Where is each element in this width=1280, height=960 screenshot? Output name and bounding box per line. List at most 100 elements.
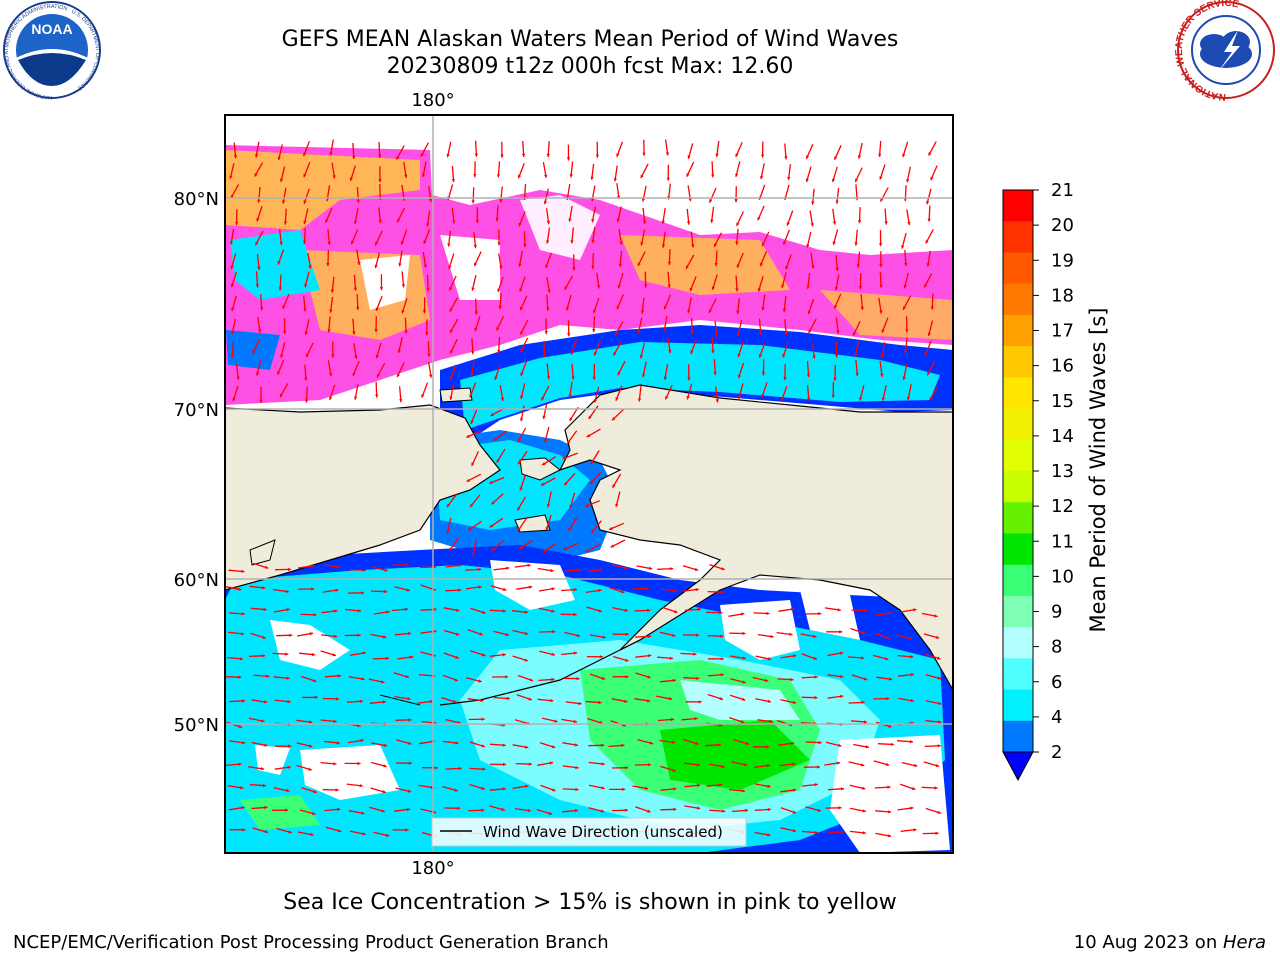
wave-direction-arrow: [809, 210, 814, 227]
wave-direction-arrow: [682, 633, 700, 637]
wave-direction-arrow: [859, 385, 865, 401]
wave-direction-arrow: [449, 338, 458, 354]
wave-direction-arrow: [562, 765, 579, 770]
wave-direction-arrow: [252, 339, 260, 355]
wave-direction-arrow: [471, 275, 477, 291]
lon-tick-bottom: 180°: [411, 858, 454, 879]
wave-direction-arrow: [296, 764, 312, 771]
colorbar-segment: [1003, 471, 1033, 503]
wave-direction-arrow: [473, 251, 482, 267]
wave-direction-arrow: [326, 250, 330, 267]
colorbar-tick-label: 15: [1051, 391, 1074, 412]
wave-direction-arrow: [276, 827, 293, 834]
wave-direction-arrow: [898, 673, 915, 677]
wave-direction-arrow: [297, 831, 314, 837]
wave-direction-arrow: [279, 383, 289, 398]
colorbar-segment: [1003, 283, 1033, 316]
wave-direction-arrow: [803, 765, 821, 769]
wave-direction-arrow: [420, 629, 437, 634]
land-layer: [225, 384, 953, 706]
wave-direction-arrow: [642, 361, 647, 378]
wave-direction-arrow: [834, 341, 839, 358]
wind-wave-arrows: [225, 139, 942, 838]
colorbar-tick-label: 13: [1051, 461, 1074, 482]
wave-direction-arrow: [323, 740, 340, 745]
wave-direction-arrow: [537, 761, 554, 766]
wave-direction-arrow: [588, 784, 605, 790]
wave-direction-arrow: [327, 228, 331, 245]
wave-direction-arrow: [737, 362, 745, 379]
wave-direction-arrow: [465, 567, 482, 572]
wave-direction-arrow: [690, 231, 695, 248]
wave-direction-arrow: [752, 676, 769, 682]
wave-direction-arrow: [682, 588, 699, 592]
wave-direction-arrow: [824, 607, 841, 612]
wave-direction-arrow: [471, 540, 477, 557]
wave-direction-arrow: [329, 296, 334, 313]
wave-direction-arrow: [593, 386, 600, 403]
wave-direction-arrow: [776, 631, 793, 636]
map-legend: Wind Wave Direction (unscaled): [431, 817, 747, 847]
wave-direction-arrow: [232, 385, 239, 402]
wave-direction-arrow: [304, 386, 309, 403]
wave-direction-arrow: [322, 588, 339, 593]
colorbar-tick-label: 12: [1051, 496, 1074, 517]
wave-direction-arrow: [640, 297, 645, 314]
wave-direction-arrow: [393, 672, 410, 679]
wave-direction-arrow: [420, 142, 430, 158]
wave-direction-arrow: [682, 565, 699, 571]
wave-direction-arrow: [729, 631, 746, 636]
wave-direction-arrow: [761, 382, 768, 398]
wave-direction-arrow: [808, 318, 817, 334]
wave-direction-arrow: [560, 612, 577, 617]
wave-direction-arrow: [613, 165, 618, 182]
wave-direction-arrow: [595, 141, 599, 158]
wave-direction-arrow: [564, 631, 581, 638]
wave-direction-arrow: [398, 250, 403, 267]
wave-direction-arrow: [588, 761, 605, 766]
legend-label: Wind Wave Direction (unscaled): [483, 823, 723, 841]
wave-direction-arrow: [925, 700, 942, 705]
wave-direction-arrow: [783, 364, 787, 381]
wave-direction-arrow: [353, 342, 358, 359]
wave-direction-arrow: [660, 588, 677, 593]
wave-direction-arrow: [374, 316, 378, 333]
wave-direction-arrow: [659, 739, 676, 744]
wave-direction-arrow: [421, 161, 427, 178]
wave-direction-arrow: [925, 673, 942, 680]
wave-direction-arrow: [732, 808, 749, 813]
wave-direction-arrow: [903, 272, 909, 289]
wave-direction-arrow: [561, 718, 578, 724]
wave-direction-arrow: [493, 430, 508, 441]
wave-direction-arrow: [805, 166, 812, 183]
wave-direction-arrow: [872, 654, 889, 661]
wave-direction-arrow: [879, 187, 889, 202]
wave-direction-arrow: [230, 253, 237, 270]
wave-direction-arrow: [320, 719, 337, 723]
wave-direction-arrow: [805, 144, 814, 160]
wave-direction-arrow: [283, 317, 287, 335]
wave-direction-arrow: [757, 633, 774, 639]
wave-direction-arrow: [489, 476, 505, 485]
wave-direction-arrow: [874, 632, 891, 640]
wave-direction-arrow: [329, 139, 334, 156]
wave-direction-arrow: [544, 426, 550, 443]
wave-direction-arrow: [851, 674, 868, 681]
nws-logo: NATIONAL WEATHER SERVICE: [1174, 0, 1275, 102]
wave-direction-arrow: [325, 826, 342, 833]
wave-direction-arrow: [474, 140, 478, 157]
wave-direction-arrow: [305, 342, 314, 358]
wave-direction-arrow: [801, 695, 818, 700]
colorbar-segment: [1003, 377, 1033, 410]
wave-direction-arrow: [754, 807, 771, 812]
wave-direction-arrow: [662, 606, 678, 614]
graticule: [225, 115, 953, 853]
wave-direction-arrow: [444, 806, 461, 810]
wave-direction-arrow: [608, 586, 625, 594]
wave-direction-arrow: [467, 520, 482, 531]
wave-direction-arrow: [757, 719, 774, 724]
wave-direction-arrow: [592, 297, 600, 314]
wave-direction-arrow: [329, 384, 336, 401]
wave-direction-arrow: [489, 805, 505, 811]
wave-direction-arrow: [878, 230, 883, 247]
